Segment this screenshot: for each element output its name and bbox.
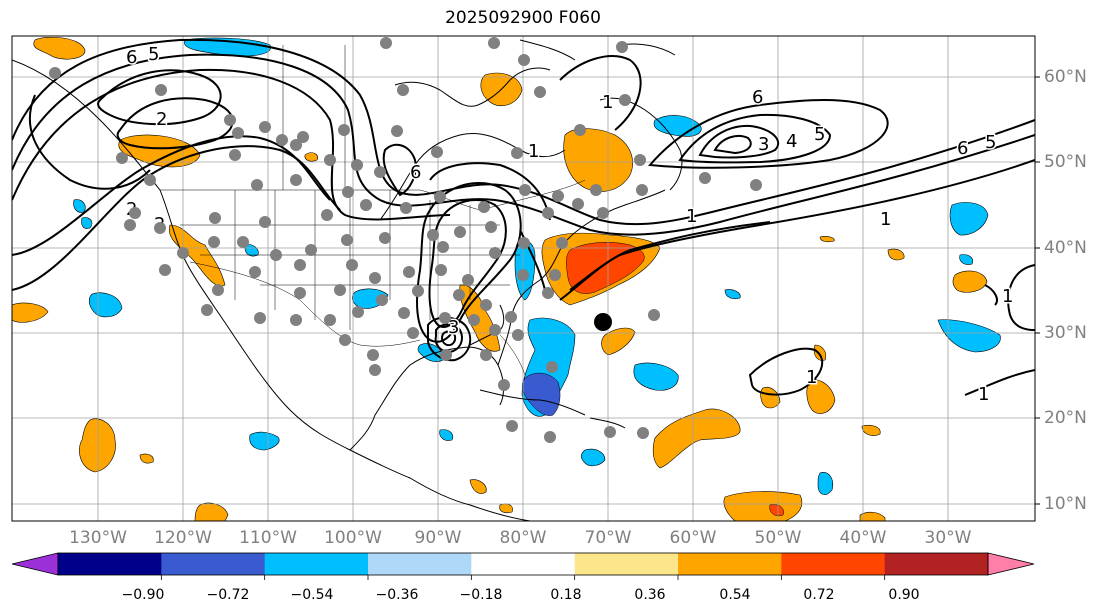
coastlines xyxy=(12,39,683,521)
colorbar xyxy=(11,552,1035,580)
contour-label: 6 xyxy=(752,87,763,108)
lon-label: 70°W xyxy=(584,528,632,548)
colorbar-tick-label: −0.18 xyxy=(459,587,503,603)
lon-label: 50°W xyxy=(754,528,802,548)
station-dots xyxy=(49,37,762,443)
colorbar-segment xyxy=(161,553,266,575)
colorbar-tick-label: 0.72 xyxy=(803,587,835,603)
colorbar-tick-label: 0.54 xyxy=(719,587,751,603)
contour-label: 6 xyxy=(957,138,968,159)
lat-label: 50°N xyxy=(1044,152,1087,172)
strong-negative-patches xyxy=(521,372,561,416)
lon-label: 40°W xyxy=(839,528,887,548)
lat-label: 60°N xyxy=(1044,67,1087,87)
colorbar-segment xyxy=(264,553,369,575)
lat-label: 10°N xyxy=(1044,494,1087,514)
contour-label: 5 xyxy=(814,124,825,145)
lat-ticks xyxy=(1035,76,1040,505)
colorbar-tick-label: 0.90 xyxy=(888,587,920,603)
colorbar-tick-label: −0.90 xyxy=(121,587,165,603)
colorbar-extend-right xyxy=(987,552,1035,576)
contour-label: 1 xyxy=(880,209,891,230)
lon-label: 110°W xyxy=(239,528,297,548)
strong-positive-patches xyxy=(566,242,784,517)
lat-label: 40°N xyxy=(1044,238,1087,258)
lon-label: 130°W xyxy=(69,528,127,548)
contour-label: 1 xyxy=(978,384,989,405)
colorbar-segment xyxy=(678,553,782,575)
plot-frame xyxy=(11,35,1036,522)
map-title: 2025092900 F060 xyxy=(445,8,601,28)
storm-center-marker xyxy=(594,313,612,331)
lon-label: 90°W xyxy=(414,528,462,548)
contour-label: 1 xyxy=(1002,286,1013,307)
lon-label: 120°W xyxy=(154,528,212,548)
colorbar-segment xyxy=(58,553,162,575)
lon-label: 60°W xyxy=(669,528,717,548)
contour-label: 3 xyxy=(758,134,769,155)
colorbar-tick-label: −0.54 xyxy=(290,587,334,603)
contour-label: 5 xyxy=(985,132,996,153)
lon-label: 30°W xyxy=(924,528,972,548)
colorbar-tick-label: −0.72 xyxy=(206,587,250,603)
contour-label: 5 xyxy=(148,44,159,65)
colorbar-segment xyxy=(781,553,886,575)
contours xyxy=(12,38,1035,396)
lon-label: 80°W xyxy=(499,528,547,548)
contour-label: 1 xyxy=(806,367,817,388)
colorbar-tick-label: 0.18 xyxy=(550,587,582,603)
colorbar-extend-left xyxy=(11,552,59,576)
lat-label: 20°N xyxy=(1044,408,1087,428)
contour-label: 3 xyxy=(448,317,459,338)
contour-label: 1 xyxy=(686,206,697,227)
contour-label: 1 xyxy=(602,92,613,113)
colorbar-segment xyxy=(471,553,576,575)
contour-label: 4 xyxy=(786,131,797,152)
colorbar-tick-label: −0.36 xyxy=(375,587,419,603)
colorbar-segment xyxy=(574,553,679,575)
contour-label: 2 xyxy=(156,109,167,130)
contour-label: 6 xyxy=(410,162,421,183)
contour-labels: 6 5 2 2 2 1 3 6 1 6 3 4 5 6 5 1 1 1 1 1 xyxy=(125,43,1015,407)
colorbar-frame xyxy=(57,552,989,576)
lat-label: 30°N xyxy=(1044,323,1087,343)
colorbar-segment xyxy=(884,553,989,575)
contour-label: 1 xyxy=(528,141,539,162)
colorbar-tick-label: 0.36 xyxy=(634,587,666,603)
lon-label: 100°W xyxy=(324,528,382,548)
contour-label: 6 xyxy=(126,47,137,68)
colorbar-segment xyxy=(368,553,472,575)
